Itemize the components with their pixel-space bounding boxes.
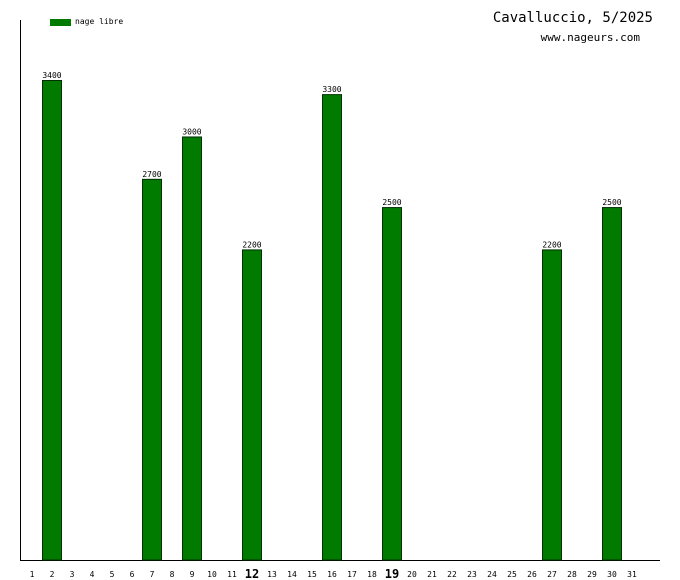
x-tick-label-19: 19 bbox=[385, 567, 399, 580]
x-tick-label-10: 10 bbox=[207, 570, 217, 579]
x-tick-label-9: 9 bbox=[190, 570, 195, 579]
bar-day-16 bbox=[322, 94, 342, 561]
bar-value-label-day-30: 2500 bbox=[602, 198, 621, 207]
x-tick-label-24: 24 bbox=[487, 570, 497, 579]
x-tick-label-1: 1 bbox=[30, 570, 35, 579]
bar-value-label-day-9: 3000 bbox=[182, 127, 201, 136]
x-tick-label-20: 20 bbox=[407, 570, 417, 579]
x-tick-label-21: 21 bbox=[427, 570, 437, 579]
x-tick-label-6: 6 bbox=[130, 570, 135, 579]
x-tick-label-22: 22 bbox=[447, 570, 457, 579]
x-tick-label-5: 5 bbox=[110, 570, 115, 579]
bar-day-2 bbox=[42, 80, 62, 561]
legend-label: nage libre bbox=[75, 17, 124, 26]
x-tick-label-11: 11 bbox=[227, 570, 237, 579]
x-tick-label-26: 26 bbox=[527, 570, 537, 579]
x-tick-label-29: 29 bbox=[587, 570, 597, 579]
x-tick-label-15: 15 bbox=[307, 570, 317, 579]
x-tick-label-4: 4 bbox=[90, 570, 95, 579]
x-tick-label-23: 23 bbox=[467, 570, 477, 579]
x-tick-label-16: 16 bbox=[327, 570, 337, 579]
bar-day-30 bbox=[602, 207, 622, 561]
legend-swatch bbox=[50, 19, 71, 26]
x-tick-label-12: 12 bbox=[245, 567, 259, 580]
bar-value-label-day-19: 2500 bbox=[382, 198, 401, 207]
bar-value-label-day-2: 3400 bbox=[42, 71, 61, 80]
x-tick-label-17: 17 bbox=[347, 570, 357, 579]
x-tick-label-31: 31 bbox=[627, 570, 637, 579]
x-tick-label-27: 27 bbox=[547, 570, 557, 579]
x-tick-label-18: 18 bbox=[367, 570, 377, 579]
chart-subtitle: www.nageurs.com bbox=[540, 31, 640, 44]
x-tick-label-14: 14 bbox=[287, 570, 297, 579]
bar-day-9 bbox=[182, 136, 202, 561]
bar-day-7 bbox=[142, 178, 162, 561]
x-tick-label-25: 25 bbox=[507, 570, 517, 579]
bar-day-12 bbox=[242, 249, 262, 561]
bar-value-label-day-27: 2200 bbox=[542, 240, 561, 249]
bar-value-label-day-7: 2700 bbox=[142, 170, 161, 179]
bar-value-label-day-12: 2200 bbox=[242, 240, 261, 249]
x-tick-label-3: 3 bbox=[70, 570, 75, 579]
bar-day-27 bbox=[542, 249, 562, 561]
chart-title: Cavalluccio, 5/2025 bbox=[492, 10, 653, 26]
x-tick-label-28: 28 bbox=[567, 570, 577, 579]
x-tick-label-30: 30 bbox=[607, 570, 617, 579]
x-tick-label-2: 2 bbox=[50, 570, 55, 579]
x-tick-label-8: 8 bbox=[170, 570, 175, 579]
bar-value-label-day-16: 3300 bbox=[322, 85, 341, 94]
x-tick-label-13: 13 bbox=[267, 570, 277, 579]
bar-day-19 bbox=[382, 207, 402, 561]
x-tick-label-7: 7 bbox=[150, 570, 155, 579]
